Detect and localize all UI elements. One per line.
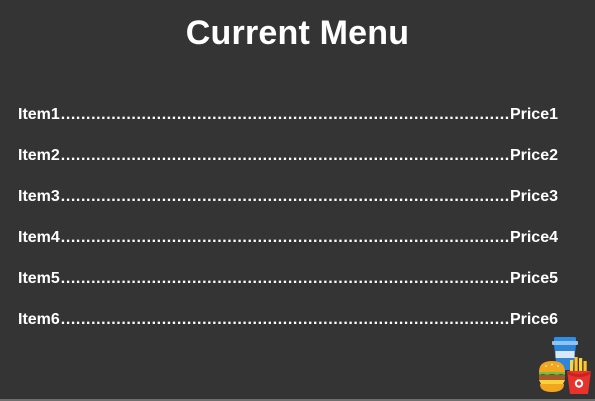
dot-leader: ........................................… <box>60 229 509 246</box>
page-title: Current Menu <box>185 14 410 52</box>
menu-item: Item1 ..................................… <box>18 106 558 147</box>
menu-item-price: Price2 <box>509 147 558 164</box>
dot-leader: ........................................… <box>60 106 509 123</box>
menu-item-price: Price5 <box>509 270 558 287</box>
menu-item-name: Item3 <box>18 188 60 205</box>
menu-item: Item4 ..................................… <box>18 229 558 270</box>
menu-item-name: Item5 <box>18 270 60 287</box>
dot-leader: ........................................… <box>60 188 509 205</box>
dot-leader: ........................................… <box>60 270 509 287</box>
menu-item-name: Item1 <box>18 106 60 123</box>
fast-food-icon <box>539 337 591 394</box>
menu-item-name: Item6 <box>18 311 60 328</box>
menu-item-price: Price4 <box>509 229 558 246</box>
menu-item: Item6 ..................................… <box>18 311 558 352</box>
menu-item-price: Price6 <box>509 311 558 328</box>
menu-item: Item5 ..................................… <box>18 270 558 311</box>
menu-list: Item1 ..................................… <box>18 106 558 352</box>
menu-item: Item2 ..................................… <box>18 147 558 188</box>
menu-item-price: Price1 <box>509 106 558 123</box>
menu-item-name: Item2 <box>18 147 60 164</box>
menu-item: Item3 ..................................… <box>18 188 558 229</box>
dot-leader: ........................................… <box>60 147 509 164</box>
menu-item-name: Item4 <box>18 229 60 246</box>
menu-item-price: Price3 <box>509 188 558 205</box>
dot-leader: ........................................… <box>60 311 509 328</box>
